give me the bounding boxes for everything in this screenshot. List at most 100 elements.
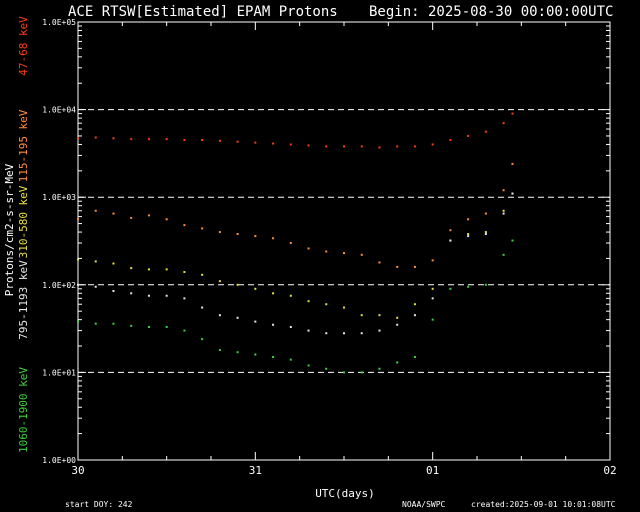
data-point: [378, 314, 381, 317]
data-point: [218, 139, 221, 142]
data-point: [484, 283, 487, 286]
legend-label: 115-195 keV: [17, 109, 30, 182]
data-point: [289, 143, 292, 146]
data-point: [201, 338, 204, 341]
legend-label: 795-1193 keV: [17, 260, 30, 340]
data-point: [307, 329, 310, 332]
data-point: [254, 235, 257, 238]
data-point: [254, 353, 257, 356]
data-point: [484, 233, 487, 236]
data-point: [325, 250, 328, 253]
data-point: [343, 306, 345, 309]
data-point: [343, 332, 345, 335]
data-point: [165, 218, 168, 221]
data-point: [511, 192, 514, 195]
data-point: [396, 361, 399, 364]
x-tick-label: 31: [249, 464, 262, 477]
data-point: [396, 316, 399, 319]
x-tick-label: 01: [426, 464, 439, 477]
data-point: [236, 140, 239, 143]
data-point: [431, 297, 434, 300]
x-tick-label: 30: [71, 464, 84, 477]
data-point: [183, 224, 186, 227]
data-point: [343, 252, 345, 255]
data-point: [431, 259, 434, 262]
data-point: [325, 367, 328, 370]
series-3: [77, 192, 514, 335]
legend-label: 310-580 keV: [17, 185, 30, 258]
data-point: [201, 306, 204, 309]
data-point: [511, 162, 514, 165]
data-point: [130, 216, 133, 219]
data-point: [165, 325, 168, 328]
data-point: [147, 138, 150, 141]
data-point: [254, 320, 257, 323]
data-point: [502, 209, 505, 212]
data-point: [511, 112, 514, 115]
data-point: [183, 138, 186, 141]
data-point: [449, 229, 452, 232]
data-point: [272, 323, 275, 326]
data-point: [502, 253, 505, 256]
axis-ticks: 1.0E+00 1.0E+01 1.0E+02 1.0E+03 1.0E+04 1.0E+…: [42, 18, 616, 477]
data-point: [396, 145, 399, 148]
data-point: [165, 138, 168, 141]
data-point: [360, 371, 363, 374]
data-point: [396, 323, 399, 326]
plot-border: [77, 21, 611, 461]
y-axis-label: Protons/cm2-s-sr-MeV: [3, 163, 16, 296]
legend: 47-68 keV 115-195 keV 310-580 keV 795-1193 …: [17, 16, 30, 453]
data-point: [325, 145, 328, 148]
data-point: [502, 212, 505, 215]
data-point: [325, 332, 328, 335]
chart-title-right: Begin: 2025-08-30 00:00:00UTC: [369, 4, 613, 20]
data-point: [289, 358, 292, 361]
data-point: [289, 242, 292, 245]
data-point: [467, 233, 470, 236]
data-point: [112, 322, 115, 325]
data-point: [343, 145, 345, 148]
data-point: [396, 265, 399, 268]
legend-label: 47-68 keV: [17, 16, 30, 76]
data-point: [183, 329, 186, 332]
data-point: [94, 209, 97, 212]
data-point: [112, 212, 115, 215]
data-point: [272, 355, 275, 358]
data-point: [325, 303, 328, 306]
plot-frame: [77, 21, 611, 461]
data-point: [307, 364, 310, 367]
data-point: [413, 303, 416, 306]
data-point: [502, 189, 505, 192]
series-1: [77, 162, 514, 268]
data-point: [484, 130, 487, 133]
y-tick-label: 1.0E+02: [42, 281, 76, 290]
data-point: [218, 314, 221, 317]
data-point: [413, 145, 416, 148]
data-point: [360, 332, 363, 335]
data-point: [413, 314, 416, 317]
data-point: [413, 265, 416, 268]
y-tick-label: 1.0E+04: [42, 106, 76, 115]
data-point: [236, 283, 239, 286]
data-point: [307, 300, 310, 303]
data-point: [378, 261, 381, 264]
data-point: [201, 273, 204, 276]
data-point: [147, 214, 150, 217]
data-point: [431, 143, 434, 146]
data-point: [94, 322, 97, 325]
data-point: [236, 316, 239, 319]
data-point: [484, 212, 487, 215]
data-point: [272, 142, 275, 145]
data-point: [449, 239, 452, 242]
data-point: [502, 122, 505, 125]
x-tick-label: 02: [603, 464, 616, 477]
series-4: [77, 239, 514, 374]
data-point: [360, 253, 363, 256]
y-tick-label: 1.0E+00: [42, 456, 76, 465]
data-point: [272, 292, 275, 295]
data-point: [431, 287, 434, 290]
series-2: [77, 192, 514, 319]
data-point: [467, 134, 470, 137]
data-point: [254, 287, 257, 290]
